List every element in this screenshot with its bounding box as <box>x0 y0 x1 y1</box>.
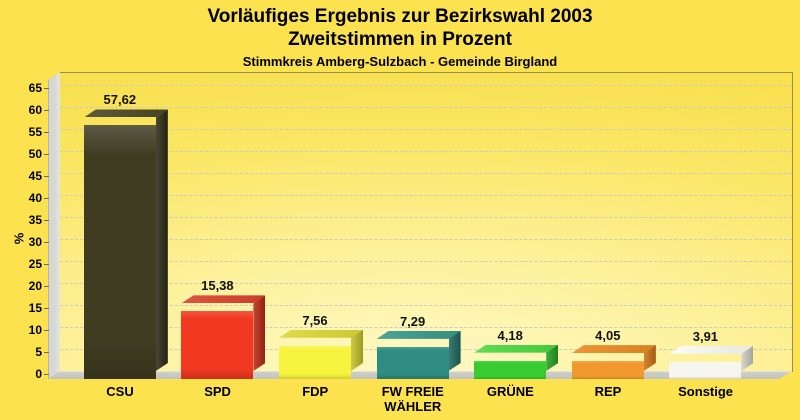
y-tick-mark <box>44 286 49 287</box>
bar-top-fw-freie-w-hler <box>377 331 461 339</box>
bar-category-label-rep: REP <box>594 384 622 399</box>
bar-fw-freie-w-hler <box>376 346 449 379</box>
bar-side-spd <box>253 295 265 371</box>
chart-title: Vorläufiges Ergebnis zur Bezirkswahl 200… <box>207 6 593 27</box>
y-tick-label: 30 <box>28 235 42 249</box>
y-tick-mark <box>44 330 49 331</box>
y-tick-mark <box>44 220 49 221</box>
bar-top-sonstige <box>669 346 753 354</box>
bar-rep <box>571 361 644 379</box>
bar-side-rep <box>644 345 656 371</box>
y-tick-mark <box>44 110 49 111</box>
bar-side-sonstige <box>741 346 753 371</box>
y-tick-mark <box>44 176 49 177</box>
bar-spd <box>181 311 254 379</box>
y-tick-label: 60 <box>28 103 42 117</box>
chart-caption: Stimmkreis Amberg-Sulzbach - Gemeinde Bi… <box>242 54 558 69</box>
bar-value-label-sonstige: 3,91 <box>692 328 719 344</box>
bar-top-spd <box>181 295 265 303</box>
y-tick-mark <box>44 132 49 133</box>
y-tick-label: 20 <box>28 279 42 293</box>
y-tick-mark <box>44 154 49 155</box>
y-tick-label: 25 <box>28 257 42 271</box>
chart-subtitle: Zweitstimmen in Prozent <box>288 29 512 50</box>
y-tick-mark <box>44 352 49 353</box>
y-tick-mark <box>44 374 49 375</box>
bar-top-fdp <box>279 330 363 338</box>
bar-side-csu <box>156 109 168 371</box>
bar-top-rep <box>572 345 656 353</box>
gridline <box>60 151 792 152</box>
bar-category-label-spd: SPD <box>204 384 231 399</box>
gridline <box>60 195 792 196</box>
bar-side-fw-freie-w-hler <box>449 331 461 371</box>
y-tick-label: 40 <box>28 191 42 205</box>
bar-value-label-gr-ne: 4,18 <box>497 327 523 343</box>
y-tick-label: 50 <box>28 147 42 161</box>
gridline <box>60 173 792 174</box>
bar-value-label-spd: 15,38 <box>201 278 234 294</box>
y-tick-label: 65 <box>28 81 42 95</box>
bar-value-label-rep: 4,05 <box>595 328 621 344</box>
bar-fdp <box>279 345 351 379</box>
gridline <box>60 327 792 328</box>
y-tick-label: 55 <box>28 125 42 139</box>
bar-gr-ne <box>474 360 547 379</box>
bar-side-gr-ne <box>546 345 558 371</box>
bar-category-label-csu: CSU <box>106 384 134 399</box>
gridline <box>60 239 792 240</box>
y-tick-label: 35 <box>28 213 42 227</box>
plot-left-wall <box>48 72 60 379</box>
bar-value-label-fw-freie-w-hler: 7,29 <box>399 313 426 329</box>
gridline <box>60 217 792 218</box>
bar-category-label-fw-freie-w-hler: FW FREIE WÄHLER <box>381 384 444 414</box>
chart-header: Vorläufiges Ergebnis zur Bezirkswahl 200… <box>0 5 800 69</box>
gridline <box>60 305 792 306</box>
bar-csu <box>83 125 156 379</box>
y-tick-label: 10 <box>28 323 42 337</box>
bar-sonstige <box>669 361 742 379</box>
bar-side-fdp <box>351 330 363 371</box>
y-tick-mark <box>44 198 49 199</box>
y-tick-label: 45 <box>28 169 42 183</box>
bar-value-label-fdp: 7,56 <box>302 312 328 328</box>
gridline <box>60 85 792 86</box>
bar-top-csu <box>84 109 168 117</box>
bar-value-label-csu: 57,62 <box>103 92 137 108</box>
y-tick-mark <box>44 88 49 89</box>
gridline <box>60 283 792 284</box>
gridline <box>60 129 792 130</box>
gridline <box>60 107 792 108</box>
bar-top-gr-ne <box>474 345 558 353</box>
y-tick-label: 5 <box>35 345 42 359</box>
y-tick-label: 0 <box>35 367 42 381</box>
y-tick-label: 15 <box>28 301 42 315</box>
bar-category-label-fdp: FDP <box>302 384 329 399</box>
gridline <box>60 261 792 262</box>
bar-category-label-gr-ne: GRÜNE <box>486 384 534 399</box>
y-tick-mark <box>44 308 49 309</box>
y-tick-mark <box>44 264 49 265</box>
y-tick-mark <box>44 242 49 243</box>
bar-category-label-sonstige: Sonstige <box>678 384 734 399</box>
